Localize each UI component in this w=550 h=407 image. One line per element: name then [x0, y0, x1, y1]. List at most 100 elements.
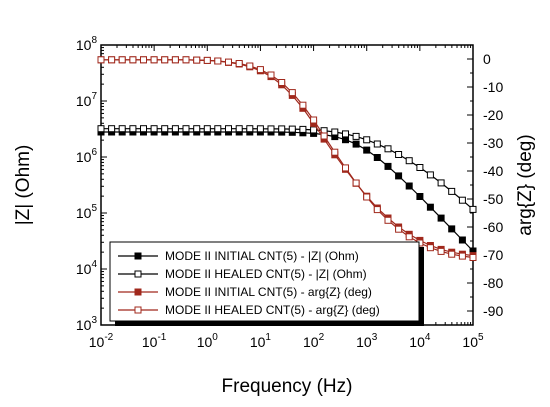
data-point — [373, 206, 381, 214]
x-tick-label: 102 — [303, 332, 325, 350]
data-point — [97, 56, 105, 64]
series-layer — [97, 56, 477, 261]
y-left-tick-label: 106 — [76, 147, 98, 165]
data-point — [299, 125, 307, 133]
x-tick-label: 101 — [250, 332, 272, 350]
data-point — [331, 148, 339, 156]
data-point — [310, 116, 318, 124]
y-right-tick-label: -70 — [483, 247, 503, 263]
data-point — [416, 193, 424, 200]
y-right-tick-label: -40 — [483, 163, 503, 179]
data-point — [288, 125, 296, 133]
x-tick-label: 100 — [197, 332, 219, 350]
data-point — [203, 56, 211, 64]
y-right-tick-label: -90 — [483, 303, 503, 319]
data-point — [363, 146, 371, 154]
legend-box — [109, 241, 420, 322]
y-right-tick-label: 0 — [483, 51, 491, 67]
data-point — [161, 56, 169, 64]
x-tick-label: 103 — [356, 332, 378, 350]
legend-marker — [134, 306, 142, 314]
data-point — [193, 56, 201, 64]
legend-marker — [134, 288, 142, 296]
data-point — [129, 125, 137, 133]
data-point — [448, 187, 456, 195]
data-point — [448, 250, 456, 258]
data-point — [405, 157, 413, 165]
data-point — [352, 179, 360, 187]
data-point — [278, 125, 286, 133]
data-point — [288, 89, 296, 97]
data-point — [97, 125, 105, 133]
data-point — [267, 71, 275, 79]
data-point — [118, 125, 126, 133]
data-point — [458, 252, 466, 260]
x-tick-label: 105 — [462, 332, 484, 350]
data-point — [267, 125, 275, 133]
x-axis-label: Frequency (Hz) — [222, 376, 353, 397]
data-point — [458, 236, 466, 244]
y-left-axis-label: |Z| (Ohm) — [13, 145, 34, 226]
data-point — [426, 244, 434, 252]
y-right-tick-label: -10 — [483, 79, 503, 95]
data-point — [161, 125, 169, 133]
data-point — [469, 205, 477, 213]
x-tick-label: 104 — [409, 332, 431, 350]
legend-label: MODE II INITIAL CNT(5) - |Z| (Ohm) — [165, 249, 359, 263]
data-point — [373, 154, 381, 161]
data-point — [171, 125, 179, 133]
data-point — [469, 254, 477, 261]
legend-label: MODE II HEALED CNT(5) - arg{Z} (deg) — [165, 303, 380, 317]
data-point — [310, 126, 318, 134]
y-right-tick-label: -30 — [483, 135, 503, 151]
data-point — [182, 56, 190, 64]
data-point — [214, 57, 222, 65]
x-tick-label: 10-2 — [89, 332, 114, 350]
series-line-3 — [101, 59, 474, 257]
y-left-tick-label: 107 — [76, 91, 98, 109]
data-point — [405, 233, 413, 241]
data-point — [225, 125, 232, 133]
legend-marker — [134, 270, 142, 278]
data-point — [342, 136, 349, 144]
data-point — [363, 193, 371, 201]
data-point — [437, 247, 445, 255]
data-point — [342, 164, 349, 172]
data-point — [171, 56, 179, 64]
data-point — [320, 132, 328, 140]
y-right-tick-label: -60 — [483, 219, 503, 235]
data-point — [331, 128, 339, 136]
data-point — [256, 66, 264, 74]
data-point — [140, 125, 147, 133]
data-point — [384, 216, 392, 224]
data-point — [108, 56, 116, 64]
y-right-axis-label: arg{Z} (deg) — [515, 134, 536, 235]
data-point — [458, 196, 466, 204]
data-point — [278, 79, 286, 86]
data-point — [182, 125, 190, 133]
data-point — [384, 162, 392, 170]
data-point — [150, 56, 158, 64]
x-tick-label: 10-1 — [142, 332, 167, 350]
legend-label: MODE II INITIAL CNT(5) - arg{Z} (deg) — [165, 285, 372, 299]
data-point — [416, 164, 424, 171]
data-point — [246, 62, 254, 70]
data-point — [225, 58, 232, 66]
data-point — [352, 140, 360, 148]
data-point — [352, 132, 360, 140]
data-point — [140, 56, 147, 64]
data-point — [384, 145, 392, 153]
data-point — [448, 225, 456, 233]
data-point — [246, 125, 254, 133]
data-point — [363, 136, 371, 144]
data-point — [342, 130, 349, 138]
data-point — [108, 125, 116, 133]
y-left-tick-label: 108 — [76, 35, 98, 53]
data-point — [426, 171, 434, 179]
y-left-tick-label: 104 — [76, 259, 98, 277]
data-point — [150, 125, 158, 133]
data-point — [395, 151, 403, 158]
data-point — [235, 125, 243, 133]
legend-label: MODE II HEALED CNT(5) - |Z| (Ohm) — [165, 267, 367, 281]
data-point — [118, 56, 126, 64]
